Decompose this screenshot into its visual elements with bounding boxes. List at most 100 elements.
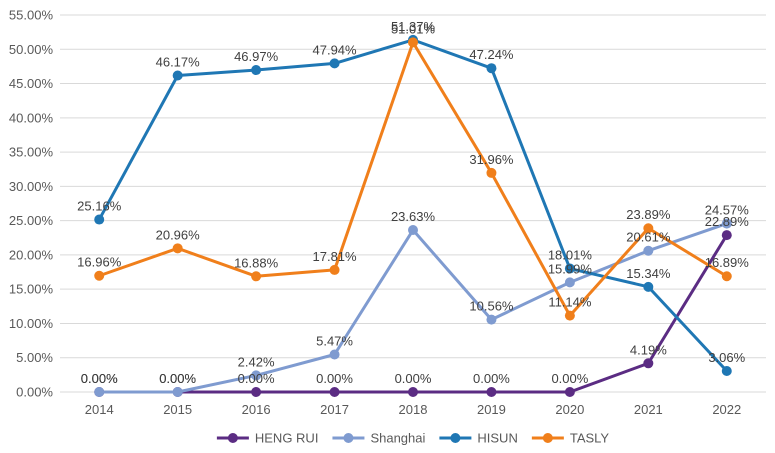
data-label: 15.34% [626,266,671,281]
data-label: 17.81% [313,249,358,264]
legend-swatch-marker [542,433,553,443]
data-label: 2.42% [238,354,275,369]
legend-label: HISUN [477,431,517,446]
data-point [329,264,340,275]
data-label: 46.97% [234,49,279,64]
data-point [329,387,340,397]
data-point [172,70,183,81]
x-tick-label: 2021 [634,402,663,417]
data-label: 46.17% [156,55,201,70]
data-point [486,63,497,74]
data-label: 0.00% [473,371,510,386]
data-label: 23.89% [626,207,671,222]
y-tick-label: 20.00% [9,247,54,262]
series-hisun [94,34,732,377]
y-axis-ticks: 0.00% 5.00% 10.00% 15.00% 20.00% 25.00% 30.00%… [9,8,54,400]
legend-item-tasly: TASLY [531,431,610,446]
x-tick-label: 2017 [320,402,349,417]
data-label: 15.99% [548,261,593,276]
data-point [251,271,262,282]
data-point [564,387,575,397]
x-tick-label: 2020 [555,402,584,417]
data-label: 0.00% [159,371,196,386]
data-point [721,366,732,377]
gridlines [60,14,766,393]
data-point [721,230,732,241]
data-point [329,349,340,360]
y-tick-label: 30.00% [9,179,54,194]
data-label: 20.61% [626,230,671,245]
data-point [486,387,497,397]
data-point [643,245,654,256]
data-point [251,370,262,381]
legend-swatch-marker [227,433,238,443]
data-point [486,167,497,178]
data-point [94,387,105,397]
series-line [97,222,729,394]
legend: HENG RUI Shanghai HISUN TASLY [216,431,610,446]
series-tasly [94,37,732,321]
data-label: 5.47% [316,334,353,349]
legend-label: Shanghai [370,431,425,446]
y-tick-label: 10.00% [9,316,54,331]
data-point [408,387,418,397]
series-line [97,38,729,373]
data-label: 0.00% [81,371,118,386]
y-tick-label: 50.00% [9,42,54,57]
data-point [643,358,654,369]
y-tick-label: 40.00% [9,110,54,125]
data-point [408,225,418,236]
y-tick-label: 5.00% [16,350,53,365]
data-label: 0.00% [395,371,432,386]
data-point [564,310,575,321]
legend-label: TASLY [570,431,610,446]
data-label: 51.01% [391,21,436,36]
data-label: 0.00% [551,371,588,386]
data-label: 0.00% [238,371,275,386]
x-tick-label: 2019 [477,402,506,417]
y-tick-label: 25.00% [9,213,54,228]
data-point [94,270,105,281]
data-label: 0.00% [81,371,118,386]
legend-label: HENG RUI [255,431,319,446]
data-label: 23.63% [391,209,436,224]
data-label: 16.89% [705,255,750,270]
legend-swatch-marker [450,433,461,443]
data-point [251,387,262,397]
data-point [172,387,183,397]
x-tick-label: 2018 [399,402,428,417]
y-tick-label: 35.00% [9,145,54,160]
data-point [564,263,575,274]
data-point [329,58,340,69]
data-label: 0.00% [159,371,196,386]
legend-swatch-marker [343,433,354,443]
x-tick-label: 2016 [242,402,271,417]
data-point [564,277,575,288]
series-shanghai [94,218,732,397]
data-label: 3.06% [708,350,745,365]
data-point [408,37,418,48]
data-label: 16.88% [234,255,279,270]
legend-item-heng-rui: HENG RUI [216,431,319,446]
data-label: 47.94% [313,42,358,57]
data-point [643,223,654,234]
legend-item-hisun: HISUN [439,431,518,446]
data-label: 24.57% [705,203,750,218]
y-tick-label: 45.00% [9,76,54,91]
data-label: 47.24% [469,47,514,62]
data-point [486,314,497,325]
data-label: 11.14% [548,295,592,310]
data-label: 20.96% [156,227,201,242]
data-label: 10.56% [469,299,514,314]
x-tick-label: 2022 [712,402,741,417]
data-label: 0.00% [316,371,353,386]
data-label: 31.96% [469,152,514,167]
data-point [721,271,732,282]
data-label: 4.19% [630,342,667,357]
y-tick-label: 15.00% [9,282,54,297]
data-point [721,218,732,229]
data-label: 51.37% [391,19,436,34]
legend-item-shanghai: Shanghai [332,431,425,446]
data-label: 18.01% [548,248,593,263]
